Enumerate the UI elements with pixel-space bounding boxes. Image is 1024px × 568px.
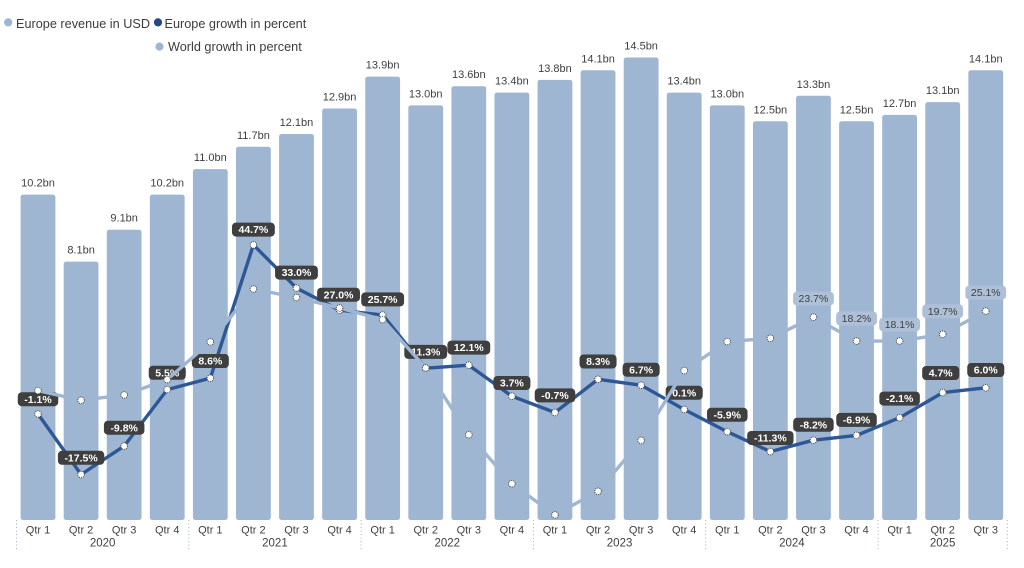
svg-text:13.0bn: 13.0bn xyxy=(710,88,744,100)
svg-text:-8.2%: -8.2% xyxy=(800,419,828,431)
svg-text:11.7bn: 11.7bn xyxy=(237,130,270,142)
svg-text:13.1bn: 13.1bn xyxy=(926,85,960,97)
svg-text:12.5bn: 12.5bn xyxy=(754,104,788,116)
svg-text:Qtr 1: Qtr 1 xyxy=(26,525,50,537)
svg-text:World growth in percent: World growth in percent xyxy=(168,40,302,54)
svg-text:12.9bn: 12.9bn xyxy=(323,92,357,104)
svg-text:-6.9%: -6.9% xyxy=(843,415,871,427)
svg-text:2024: 2024 xyxy=(779,538,805,550)
svg-text:10.2bn: 10.2bn xyxy=(21,178,55,190)
svg-text:2020: 2020 xyxy=(90,538,116,550)
svg-text:Qtr 4: Qtr 4 xyxy=(672,525,696,537)
svg-text:Qtr 2: Qtr 2 xyxy=(69,525,93,537)
svg-text:-0.7%: -0.7% xyxy=(541,390,569,402)
svg-text:6.7%: 6.7% xyxy=(629,364,654,376)
svg-text:Qtr 2: Qtr 2 xyxy=(241,525,265,537)
svg-text:Qtr 1: Qtr 1 xyxy=(715,525,739,537)
svg-text:23.7%: 23.7% xyxy=(799,293,829,305)
svg-text:13.4bn: 13.4bn xyxy=(495,76,529,88)
svg-text:11.3%: 11.3% xyxy=(411,347,441,359)
svg-text:13.4bn: 13.4bn xyxy=(667,76,701,88)
svg-text:Qtr 1: Qtr 1 xyxy=(370,525,394,537)
svg-text:Qtr 3: Qtr 3 xyxy=(974,525,998,537)
svg-text:13.0bn: 13.0bn xyxy=(409,88,443,100)
svg-text:14.5bn: 14.5bn xyxy=(624,40,658,52)
svg-text:2022: 2022 xyxy=(434,538,460,550)
svg-text:5.5%: 5.5% xyxy=(155,367,180,379)
svg-text:44.7%: 44.7% xyxy=(239,224,269,236)
svg-text:0.1%: 0.1% xyxy=(672,387,697,399)
svg-text:-5.9%: -5.9% xyxy=(714,409,742,421)
svg-text:Qtr 4: Qtr 4 xyxy=(155,525,179,537)
svg-text:-1.1%: -1.1% xyxy=(24,394,52,406)
svg-text:13.3bn: 13.3bn xyxy=(797,79,831,91)
svg-text:33.0%: 33.0% xyxy=(282,267,312,279)
svg-text:2023: 2023 xyxy=(607,538,633,550)
svg-text:14.1bn: 14.1bn xyxy=(581,53,615,65)
svg-text:-11.3%: -11.3% xyxy=(754,433,787,445)
svg-text:Europe revenue in USD: Europe revenue in USD xyxy=(16,17,150,31)
svg-text:Qtr 3: Qtr 3 xyxy=(457,525,481,537)
svg-text:Qtr 3: Qtr 3 xyxy=(801,525,825,537)
svg-text:13.8bn: 13.8bn xyxy=(538,63,572,75)
svg-text:13.6bn: 13.6bn xyxy=(452,69,486,81)
svg-text:Qtr 3: Qtr 3 xyxy=(112,525,136,537)
svg-text:3.7%: 3.7% xyxy=(500,378,525,390)
svg-text:Qtr 1: Qtr 1 xyxy=(887,525,911,537)
svg-text:Qtr 4: Qtr 4 xyxy=(500,525,524,537)
svg-text:Qtr 3: Qtr 3 xyxy=(629,525,653,537)
svg-text:12.1%: 12.1% xyxy=(454,342,484,354)
svg-text:12.1bn: 12.1bn xyxy=(280,117,314,129)
svg-text:Qtr 2: Qtr 2 xyxy=(758,525,782,537)
svg-text:11.0bn: 11.0bn xyxy=(194,152,227,164)
svg-text:Qtr 4: Qtr 4 xyxy=(844,525,868,537)
svg-text:25.7%: 25.7% xyxy=(368,294,398,306)
svg-text:6.0%: 6.0% xyxy=(974,365,999,377)
svg-text:18.2%: 18.2% xyxy=(842,313,872,325)
svg-text:12.7bn: 12.7bn xyxy=(883,98,917,110)
svg-text:10.2bn: 10.2bn xyxy=(150,178,184,190)
svg-text:Qtr 1: Qtr 1 xyxy=(543,525,567,537)
svg-text:-2.1%: -2.1% xyxy=(886,393,914,405)
svg-text:Qtr 4: Qtr 4 xyxy=(327,525,351,537)
svg-text:18.1%: 18.1% xyxy=(885,319,915,331)
svg-text:-17.5%: -17.5% xyxy=(64,452,98,464)
svg-text:8.1bn: 8.1bn xyxy=(67,245,95,257)
svg-text:8.3%: 8.3% xyxy=(586,356,611,368)
svg-text:Europe growth in percent: Europe growth in percent xyxy=(165,17,307,31)
svg-text:-9.8%: -9.8% xyxy=(110,422,138,434)
svg-text:2025: 2025 xyxy=(930,538,956,550)
svg-text:Qtr 1: Qtr 1 xyxy=(198,525,222,537)
svg-text:8.6%: 8.6% xyxy=(198,356,223,368)
svg-text:Qtr 2: Qtr 2 xyxy=(586,525,610,537)
svg-text:19.7%: 19.7% xyxy=(928,306,958,318)
svg-text:12.5bn: 12.5bn xyxy=(840,104,874,116)
svg-text:27.0%: 27.0% xyxy=(324,289,354,301)
svg-text:2021: 2021 xyxy=(262,538,288,550)
svg-text:9.1bn: 9.1bn xyxy=(110,213,138,225)
svg-text:13.9bn: 13.9bn xyxy=(366,60,400,72)
svg-text:Qtr 3: Qtr 3 xyxy=(284,525,308,537)
svg-text:Qtr 2: Qtr 2 xyxy=(930,525,954,537)
svg-text:25.1%: 25.1% xyxy=(971,287,1001,299)
svg-text:4.7%: 4.7% xyxy=(929,368,954,380)
svg-text:Qtr 2: Qtr 2 xyxy=(413,525,437,537)
svg-text:14.1bn: 14.1bn xyxy=(969,53,1003,65)
